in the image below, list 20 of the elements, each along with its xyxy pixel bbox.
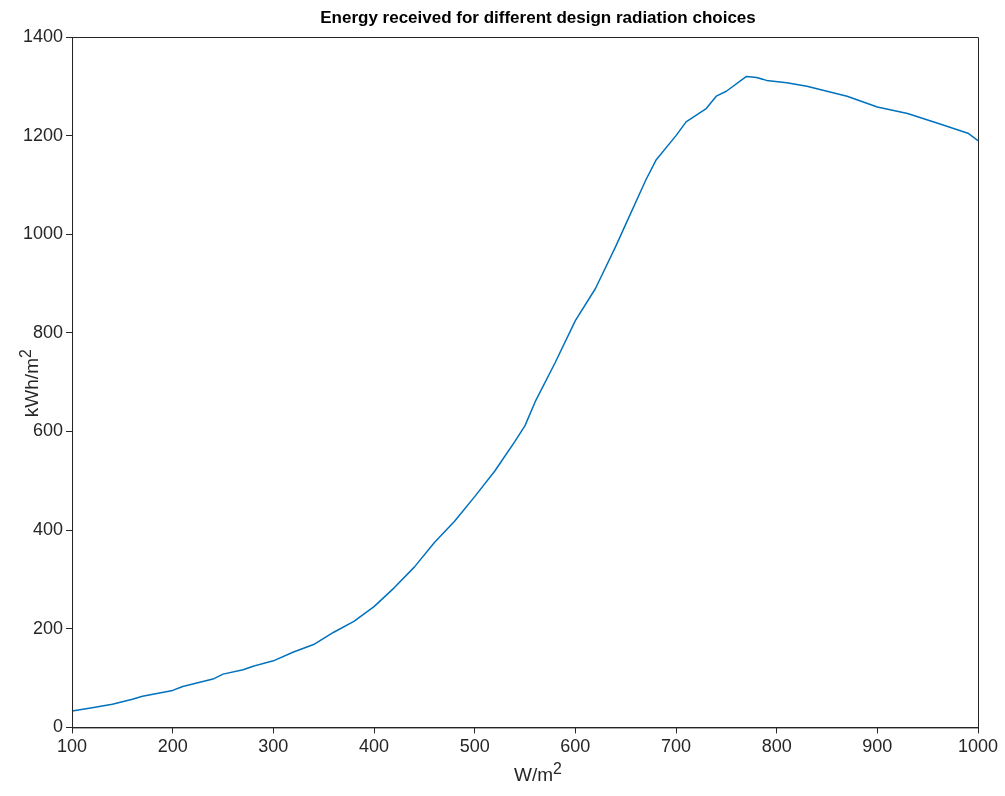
- x-tick-label: 300: [258, 736, 289, 757]
- chart-title: Energy received for different design radiation choices: [319, 8, 757, 28]
- x-axis-title: W/m$^{2}$: [513, 760, 563, 787]
- x-tick-label: 900: [862, 736, 893, 757]
- x-tick-label: 100: [57, 736, 88, 757]
- y-tick-label: 200: [33, 617, 64, 638]
- x-tick-label: 1000: [957, 736, 999, 757]
- x-tick-label: 600: [560, 736, 591, 757]
- y-tick-label: 0: [53, 716, 64, 737]
- x-tick-label: 500: [459, 736, 490, 757]
- y-tick-label: 1000: [23, 223, 64, 244]
- y-tick-label: 1200: [23, 124, 64, 145]
- x-tick-label: 200: [157, 736, 188, 757]
- y-tick-label: 400: [33, 519, 64, 540]
- x-tick-label: 700: [660, 736, 692, 757]
- x-tick-label: 400: [359, 736, 390, 757]
- x-tick-label: 800: [761, 736, 792, 757]
- y-tick-label: 600: [33, 420, 64, 441]
- y-tick-label: 1400: [23, 25, 64, 46]
- y-tick-label: 800: [33, 321, 64, 342]
